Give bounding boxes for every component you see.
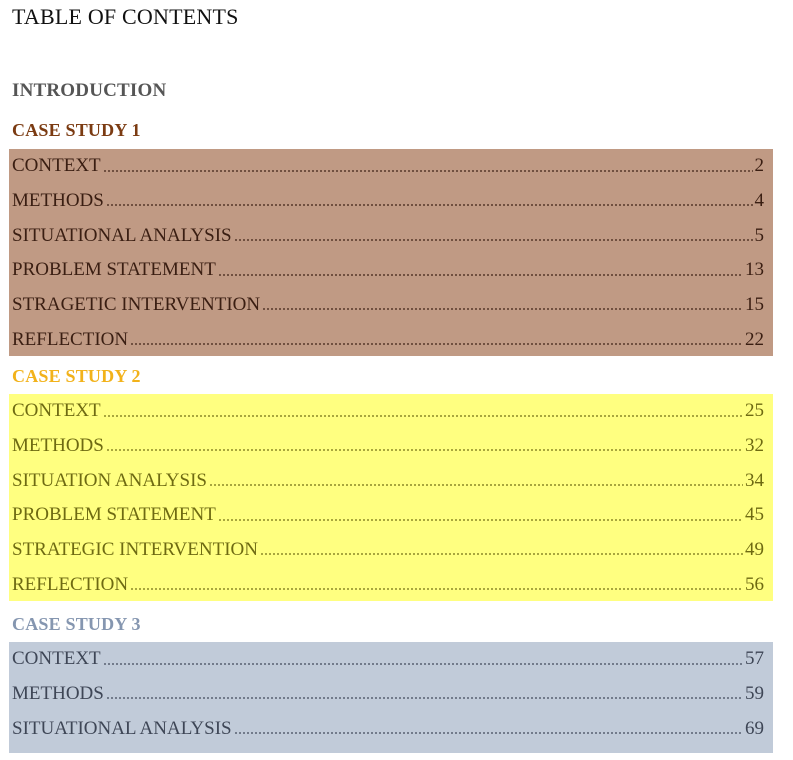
toc-entry[interactable]: CONTEXT 2 [9,149,773,184]
case-study-3-heading: CASE STUDY 3 [12,614,141,634]
dot-leader [105,449,743,452]
case-study-1-entries: CONTEXT 2 METHODS 4 SITUATIONAL ANALYSIS… [9,149,773,356]
dot-leader [105,204,753,207]
toc-entry-page: 2 [754,155,765,177]
toc-entry-page: 32 [745,435,764,457]
toc-entry-label: STRATEGIC INTERVENTION [12,539,258,561]
dot-leader [105,697,743,700]
toc-entry-page: 59 [745,683,764,705]
toc-entry-page: 22 [745,328,764,350]
toc-entry-label: CONTEXT [12,400,101,422]
toc-entry-page: 25 [745,400,764,422]
toc-entry-label: STRAGETIC INTERVENTION [12,294,261,316]
toc-entry-label: SITUATIONAL ANALYSIS [12,717,232,739]
dot-leader [130,588,743,591]
toc-entry-label: METHODS [12,190,104,212]
toc-entry[interactable]: PROBLEM STATEMENT 45 [9,498,773,533]
page-title: TABLE OF CONTENTS [12,4,239,29]
toc-entry-label: METHODS [12,435,104,457]
toc-entry[interactable]: SITUATION ANALYSIS 34 [9,463,773,498]
toc-entry-page: 69 [745,717,764,739]
toc-entry-page: 49 [745,539,764,561]
toc-entry[interactable]: PROBLEM STATEMENT 13 [9,253,773,288]
toc-entry[interactable]: REFLECTION 22 [9,322,773,357]
toc-entry-label: REFLECTION [12,328,129,350]
toc-entry-page: 5 [754,224,765,246]
introduction-heading: INTRODUCTION [12,80,167,101]
toc-entry-label: CONTEXT [12,648,101,670]
toc-entry[interactable]: CONTEXT 57 [9,642,773,677]
dot-leader [233,732,743,735]
dot-leader [262,308,743,311]
toc-entry-label: PROBLEM STATEMENT [12,259,216,281]
toc-entry-label: SITUATIONAL ANALYSIS [12,224,232,246]
toc-entry[interactable]: STRATEGIC INTERVENTION 49 [9,533,773,568]
toc-entry[interactable]: METHODS 4 [9,184,773,219]
toc-entry[interactable]: STRAGETIC INTERVENTION 15 [9,288,773,323]
toc-entry[interactable]: METHODS 59 [9,677,773,712]
case-study-1-heading: CASE STUDY 1 [12,120,141,140]
toc-entry-page: 34 [745,469,764,491]
case-study-2-heading: CASE STUDY 2 [12,366,141,386]
toc-entry[interactable]: SITUATIONAL ANALYSIS 69 [9,711,773,746]
dot-leader [217,273,743,276]
toc-entry-page: 4 [754,190,765,212]
case-study-2-entries: CONTEXT 25 METHODS 32 SITUATION ANALYSIS… [9,394,773,601]
toc-entry[interactable]: REFLECTION 56 [9,567,773,602]
toc-entry-page: 13 [745,259,764,281]
toc-entry[interactable]: SITUATIONAL ANALYSIS 5 [9,218,773,253]
toc-entry-label: PROBLEM STATEMENT [12,504,216,526]
dot-leader [208,484,743,487]
toc-entry-page: 57 [745,648,764,670]
toc-entry-page: 15 [745,294,764,316]
dot-leader [102,662,743,665]
toc-entry-label: CONTEXT [12,155,101,177]
dot-leader [102,414,743,417]
case-study-3-entries: CONTEXT 57 METHODS 59 SITUATIONAL ANALYS… [9,642,773,753]
dot-leader [102,169,753,172]
toc-entry-label: REFLECTION [12,573,129,595]
dot-leader [130,343,743,346]
dot-leader [233,239,753,242]
dot-leader [259,553,743,556]
toc-entry[interactable]: METHODS 32 [9,429,773,464]
toc-entry[interactable]: CONTEXT 25 [9,394,773,429]
toc-entry-label: METHODS [12,683,104,705]
toc-entry-label: SITUATION ANALYSIS [12,469,207,491]
dot-leader [217,518,743,521]
toc-entry-page: 45 [745,504,764,526]
toc-entry-page: 56 [745,573,764,595]
